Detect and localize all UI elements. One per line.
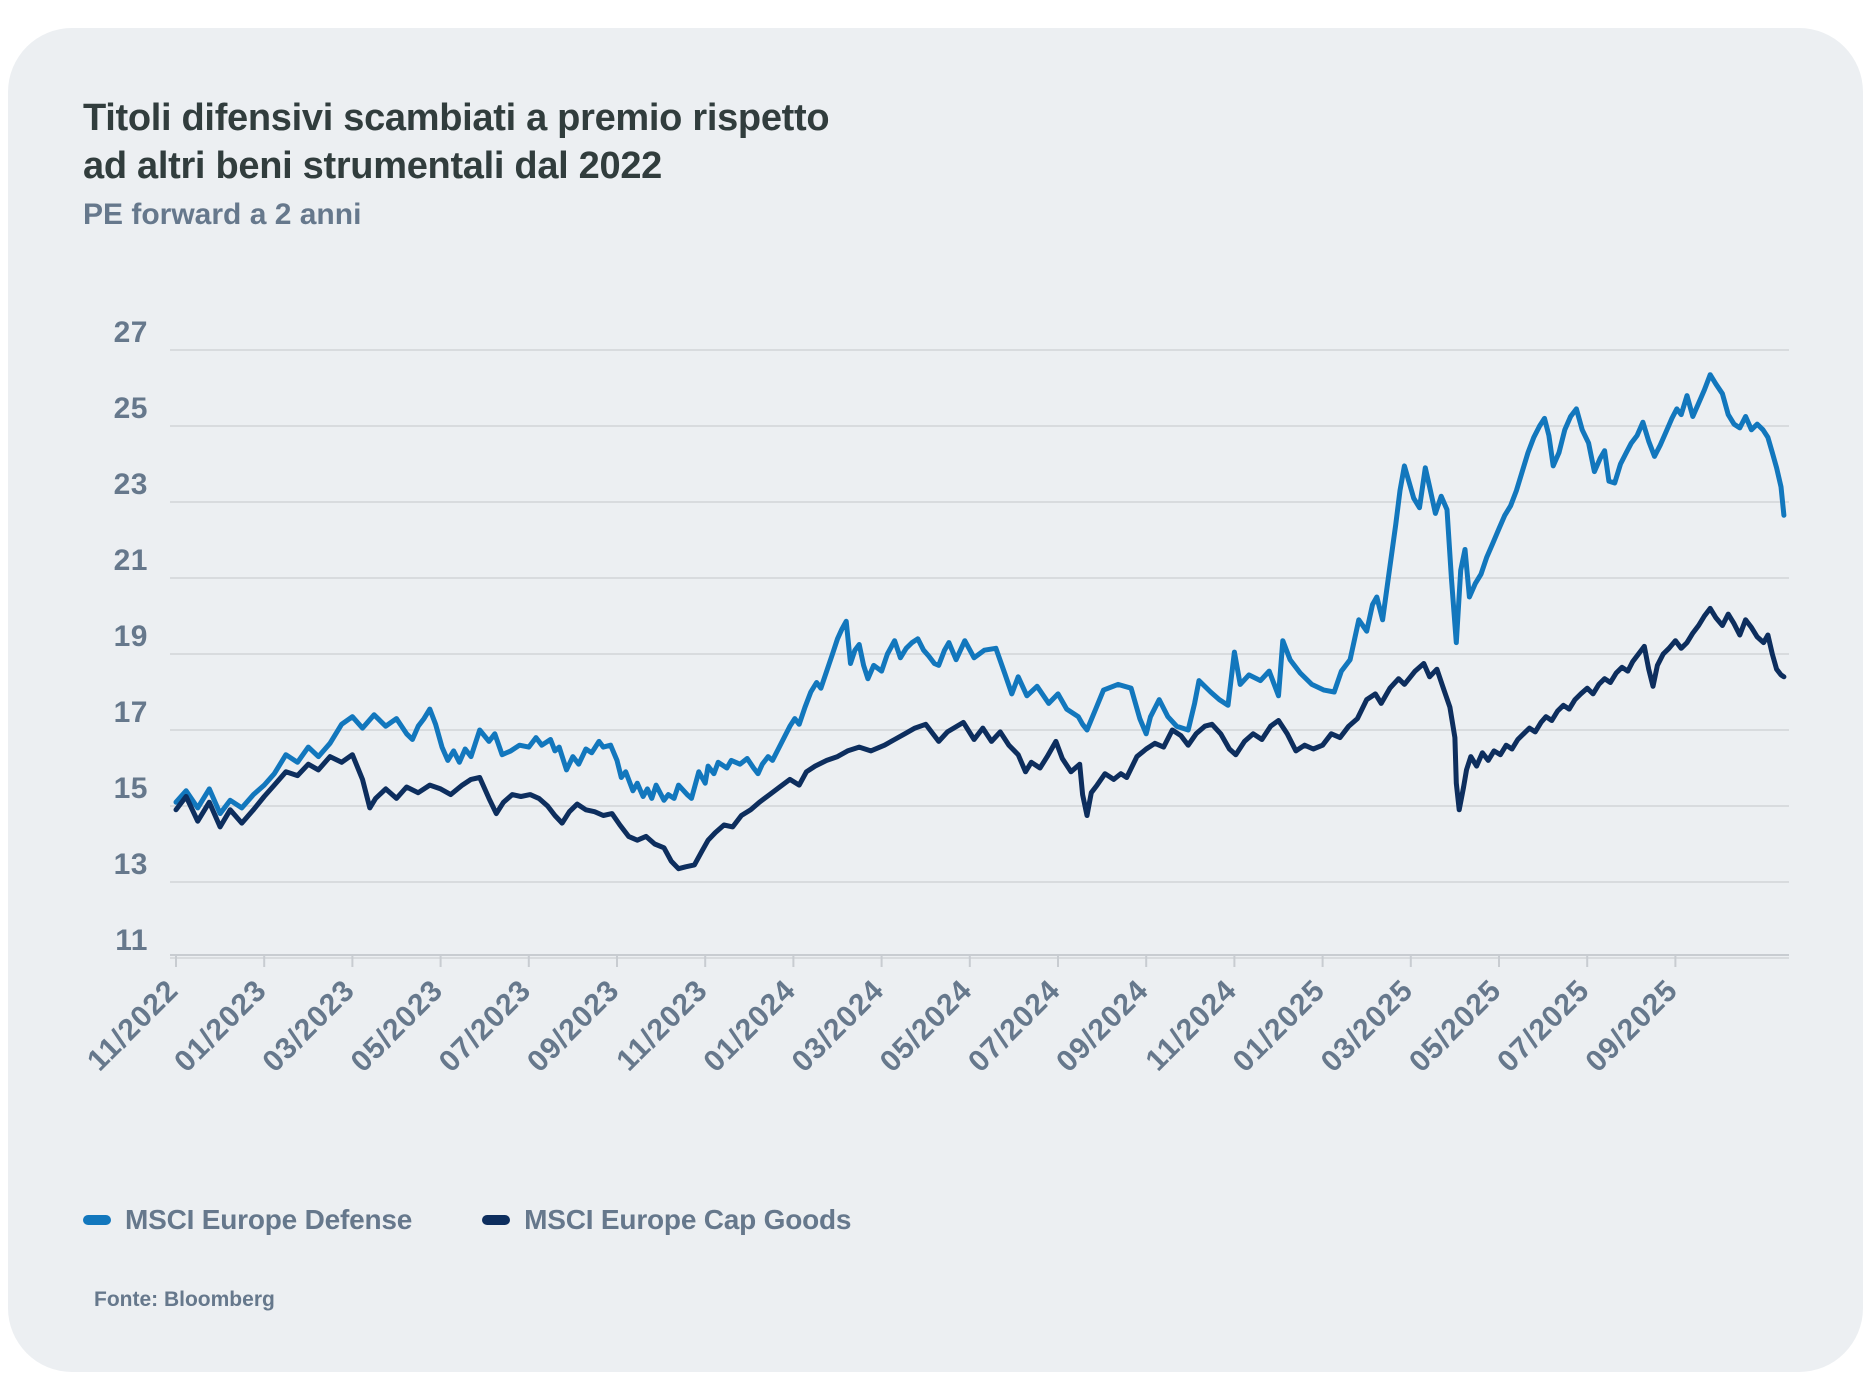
title-line-2: ad altri beni strumentali dal 2022 — [83, 145, 663, 188]
x-axis-label: 01/2024 — [697, 974, 802, 1079]
series-line-defense — [173, 372, 1787, 817]
x-axis-label: 07/2023 — [433, 974, 538, 1079]
x-axis-label: 07/2024 — [962, 974, 1067, 1079]
title-line-1: Titoli difensivi scambiati a premio risp… — [83, 97, 830, 139]
x-axis-label: 05/2024 — [874, 974, 979, 1079]
y-axis-label: 21 — [114, 544, 148, 577]
source-note: Fonte: Bloomberg — [94, 1288, 275, 1311]
chart-legend: MSCI Europe Defense MSCI Europe Cap Good… — [83, 1204, 852, 1236]
x-axis-label: 03/2023 — [256, 974, 361, 1079]
defense-line-swatch-icon — [83, 1215, 111, 1225]
series-line-cap-goods — [173, 605, 1787, 872]
legend-item-defense: MSCI Europe Defense — [83, 1204, 412, 1236]
page-title: Titoli difensivi scambiati a premio risp… — [83, 94, 1183, 191]
y-axis-label: 27 — [114, 316, 148, 349]
cap-goods-line-swatch-icon — [482, 1215, 511, 1225]
x-axis-label: 11/2022 — [81, 974, 185, 1078]
x-axis-label: 09/2023 — [521, 974, 626, 1079]
y-axis-label: 15 — [114, 772, 148, 805]
x-axis-label: 09/2025 — [1579, 974, 1684, 1079]
legend-label-defense: MSCI Europe Defense — [125, 1204, 413, 1235]
x-axis-label: 11/2024 — [1140, 974, 1244, 1078]
x-axis-label: 03/2025 — [1315, 974, 1420, 1079]
x-axis-label: 05/2023 — [345, 974, 450, 1079]
y-axis-label: 19 — [114, 620, 148, 653]
x-axis-label: 03/2024 — [786, 974, 891, 1079]
y-axis-label: 25 — [114, 392, 148, 425]
x-axis-label: 01/2023 — [168, 974, 273, 1079]
y-axis-label: 11 — [115, 924, 148, 957]
y-axis-label: 23 — [114, 468, 148, 501]
x-axis-label: 11/2023 — [610, 974, 714, 1078]
legend-item-cap-goods: MSCI Europe Cap Goods — [482, 1204, 852, 1236]
chart-subtitle: PE forward a 2 anni — [83, 198, 362, 231]
x-axis-label: 09/2024 — [1050, 974, 1155, 1079]
x-axis-label: 05/2025 — [1403, 974, 1508, 1079]
y-axis-label: 17 — [114, 696, 148, 729]
y-axis-label: 13 — [114, 848, 148, 881]
x-axis-label: 07/2025 — [1491, 974, 1596, 1079]
legend-label-cap-goods: MSCI Europe Cap Goods — [524, 1204, 852, 1235]
chart-card: Titoli difensivi scambiati a premio risp… — [8, 28, 1863, 1372]
x-axis-label: 01/2025 — [1227, 974, 1332, 1079]
